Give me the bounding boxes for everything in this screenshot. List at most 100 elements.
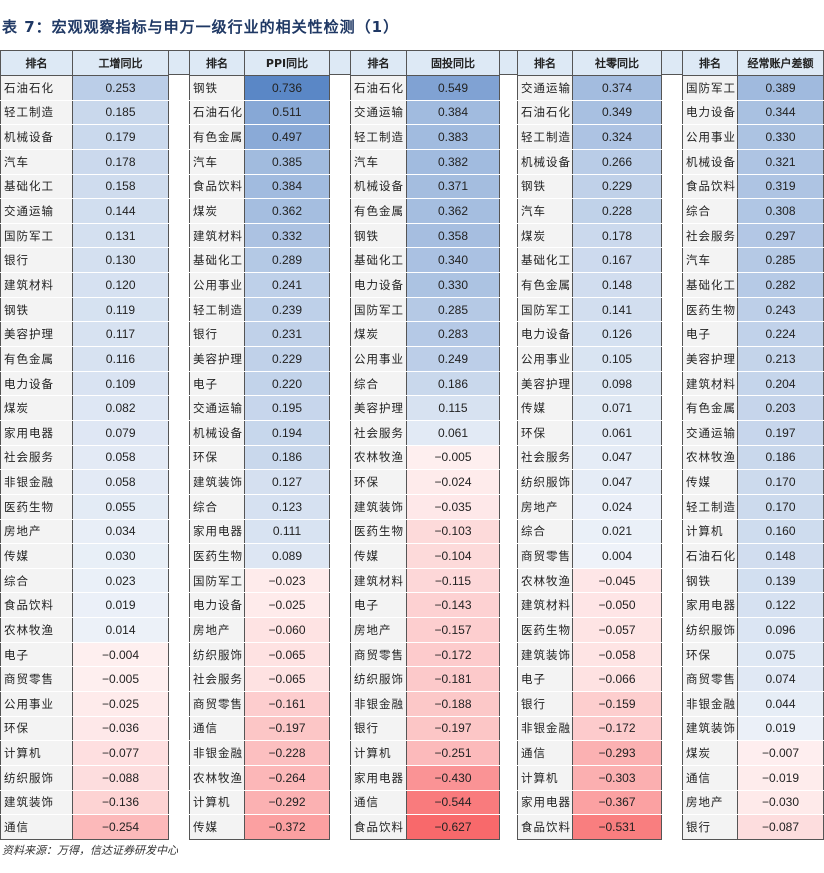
industry-name: 煤炭 <box>350 321 407 348</box>
table-row: 社会服务 0.061 <box>350 420 500 446</box>
table-row: 公用事业 0.330 <box>682 124 824 150</box>
industry-name: 医药生物 <box>517 617 573 643</box>
table-row: 纺织服饰 0.096 <box>682 617 824 643</box>
correlation-value: 0.321 <box>737 149 824 175</box>
industry-name: 石油石化 <box>517 100 573 126</box>
industry-name: 建筑装饰 <box>350 494 407 520</box>
table-row: 电子 0.224 <box>682 321 824 348</box>
table-row: 计算机 −0.303 <box>517 765 662 791</box>
correlation-value: −0.088 <box>72 765 169 791</box>
table-row: 计算机 −0.251 <box>350 740 500 766</box>
table-row: 商贸零售 −0.005 <box>0 666 169 693</box>
industry-name: 国防军工 <box>682 75 738 101</box>
table-row: 纺织服饰 0.047 <box>517 469 662 495</box>
industry-name: 交通运输 <box>682 420 738 446</box>
industry-name: 交通运输 <box>189 395 245 421</box>
industry-name: 社会服务 <box>0 445 73 471</box>
correlation-value: −0.367 <box>572 790 662 816</box>
table-row: 通信 −0.019 <box>682 765 824 791</box>
industry-name: 计算机 <box>517 765 573 791</box>
correlation-value: −0.292 <box>244 790 330 816</box>
correlation-value: 0.194 <box>244 420 330 446</box>
table-row: 非银金融 −0.228 <box>189 740 330 766</box>
correlation-value: 0.141 <box>572 297 662 323</box>
industry-name: 传媒 <box>350 543 407 569</box>
industry-name: 计算机 <box>189 790 245 816</box>
correlation-value: −0.104 <box>406 543 500 569</box>
table-row: 医药生物 0.089 <box>189 543 330 569</box>
value-header: 固投同比 <box>406 50 500 76</box>
industry-name: 商贸零售 <box>0 666 73 693</box>
industry-name: 非银金融 <box>517 716 573 742</box>
industry-name: 银行 <box>0 247 73 274</box>
value-header: 工增同比 <box>72 50 169 76</box>
value-header: PPI同比 <box>244 50 330 76</box>
industry-name: 家用电器 <box>682 592 738 619</box>
correlation-value: 0.126 <box>572 321 662 348</box>
table-row: 国防军工 0.389 <box>682 75 824 101</box>
table-row: 交通运输 0.144 <box>0 198 169 224</box>
correlation-value: 0.089 <box>244 543 330 569</box>
table-industrial-output: 排名 工增同比 石油石化 0.253 轻工制造 0.185 机械设备 0.179 汽车 0.17… <box>0 50 169 840</box>
industry-name: 商贸零售 <box>682 666 738 693</box>
correlation-value: 0.186 <box>406 371 500 397</box>
correlation-value: 0.044 <box>737 691 824 717</box>
table-row: 通信 −0.293 <box>517 740 662 766</box>
table-row: 非银金融 0.058 <box>0 469 169 495</box>
table-row: 美容护理 0.213 <box>682 346 824 372</box>
industry-name: 交通运输 <box>350 100 407 126</box>
industry-name: 纺织服饰 <box>0 765 73 791</box>
industry-name: 轻工制造 <box>682 494 738 520</box>
industry-name: 轻工制造 <box>517 124 573 150</box>
correlation-value: 0.266 <box>572 149 662 175</box>
table-fixed-investment: 排名 固投同比 石油石化 0.549 交通运输 0.384 轻工制造 0.383 汽车 0.38… <box>350 50 500 840</box>
industry-name: 农林牧渔 <box>0 617 73 643</box>
correlation-value: 0.229 <box>244 346 330 372</box>
industry-name: 环保 <box>350 469 407 495</box>
table-row: 银行 −0.159 <box>517 691 662 717</box>
correlation-value: 0.283 <box>406 321 500 348</box>
table-row: 有色金属 0.148 <box>517 272 662 298</box>
correlation-value: 0.340 <box>406 247 500 274</box>
table-row: 机械设备 0.371 <box>350 174 500 200</box>
table-title: 表 7：宏观观察指标与申万一级行业的相关性检测（1） <box>2 18 400 36</box>
industry-name: 建筑材料 <box>682 371 738 397</box>
correlation-value: 0.330 <box>737 124 824 150</box>
correlation-value: 0.243 <box>737 297 824 323</box>
industry-name: 房地产 <box>350 617 407 643</box>
table-row: 家用电器 −0.430 <box>350 765 500 791</box>
table-row: 商贸零售 −0.172 <box>350 642 500 668</box>
industry-name: 机械设备 <box>0 124 73 150</box>
correlation-value: 0.186 <box>244 445 330 471</box>
correlation-value: −0.115 <box>406 568 500 594</box>
table-row: 石油石化 0.253 <box>0 75 169 101</box>
correlation-value: −0.172 <box>406 642 500 668</box>
industry-name: 银行 <box>189 321 245 348</box>
correlation-value: 0.004 <box>572 543 662 569</box>
correlation-value: 0.034 <box>72 519 169 545</box>
table-row: 石油石化 0.148 <box>682 543 824 569</box>
correlation-value: 0.024 <box>572 494 662 520</box>
industry-name: 银行 <box>350 716 407 742</box>
correlation-value: 0.362 <box>244 198 330 224</box>
table-row: 机械设备 0.179 <box>0 124 169 150</box>
correlation-value: −0.251 <box>406 740 500 766</box>
table-row: 电力设备 0.109 <box>0 371 169 397</box>
industry-name: 医药生物 <box>682 297 738 323</box>
correlation-value: −0.293 <box>572 740 662 766</box>
table-row: 国防军工 0.141 <box>517 297 662 323</box>
industry-name: 美容护理 <box>350 395 407 421</box>
correlation-value: 0.079 <box>72 420 169 446</box>
table-row: 钢铁 0.119 <box>0 297 169 323</box>
correlation-value: −0.157 <box>406 617 500 643</box>
correlation-value: −0.004 <box>72 642 169 668</box>
industry-name: 交通运输 <box>517 75 573 101</box>
table-row: 汽车 0.382 <box>350 149 500 175</box>
correlation-value: 0.220 <box>244 371 330 397</box>
correlation-value: 0.285 <box>406 297 500 323</box>
correlation-value: 0.229 <box>572 174 662 200</box>
industry-name: 基础化工 <box>682 272 738 298</box>
correlation-value: 0.297 <box>737 223 824 249</box>
table-row: 交通运输 0.384 <box>350 100 500 126</box>
table-row: 通信 −0.544 <box>350 790 500 816</box>
